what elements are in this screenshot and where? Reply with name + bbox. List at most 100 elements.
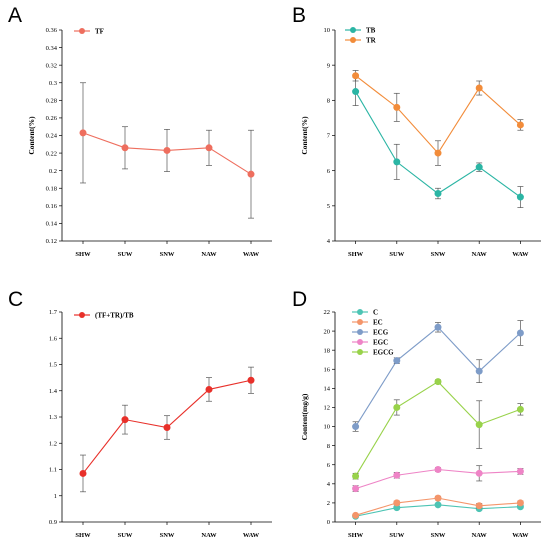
data-point: [434, 378, 442, 386]
y-tick-label: 9: [327, 62, 330, 69]
y-tick-label: 6: [327, 462, 331, 469]
y-tick-label: 0.12: [46, 238, 57, 245]
x-tick-label: SNW: [160, 251, 175, 258]
y-tick-label: 16: [324, 366, 331, 373]
data-point: [247, 376, 255, 384]
legend-marker: [79, 28, 85, 34]
x-tick-label: WAW: [512, 532, 529, 537]
y-tick-label: 0.22: [46, 150, 57, 157]
panel-c: C 0.9 1 1.1 1.2 1.3 1.4 1.5 1.6 1.7 SHW SUW SNW NAW WA…: [8, 288, 272, 537]
data-point: [434, 149, 442, 157]
y-tick-label: 7: [327, 133, 331, 140]
data-point: [516, 193, 524, 201]
series-ecg: [352, 320, 524, 432]
y-tick-label: 20: [324, 328, 331, 335]
y-tick-label: 1.6: [49, 335, 58, 342]
y-tick-label: 1.3: [49, 414, 57, 421]
data-point: [475, 502, 483, 510]
legend-label: TB: [366, 27, 376, 35]
y-tick-label: 0.16: [46, 203, 58, 210]
panel-label: C: [8, 288, 23, 311]
panel-a: A 0.12 0.14 0.16 0.18 0.2 0.22 0.24 0.26 0.28 0.3 0…: [8, 4, 272, 258]
legend-marker: [350, 37, 356, 43]
data-point: [516, 405, 524, 413]
legend-marker: [357, 339, 363, 345]
data-point: [352, 88, 360, 96]
y-tick-label: 2: [327, 500, 330, 507]
legend-marker: [79, 312, 85, 318]
y-tick-label: 14: [324, 386, 331, 393]
series-tr: [352, 70, 524, 166]
data-point: [352, 511, 360, 519]
data-point: [79, 129, 87, 137]
data-point: [475, 421, 483, 429]
panel-label: A: [8, 4, 22, 27]
data-point: [205, 144, 213, 152]
legend-marker: [350, 27, 356, 33]
y-tick-label: 18: [324, 347, 331, 354]
data-point: [121, 144, 129, 152]
series-egc: [352, 465, 524, 493]
data-point: [352, 472, 360, 480]
data-point: [516, 121, 524, 129]
data-point: [475, 163, 483, 171]
y-tick-label: 0.14: [46, 221, 58, 228]
y-tick-label: 8: [327, 443, 330, 450]
legend-marker: [357, 309, 363, 315]
y-tick-label: 0.28: [46, 98, 57, 105]
data-point: [434, 323, 442, 331]
x-tick-label: SUW: [389, 532, 404, 537]
legend-label: EGC: [373, 339, 388, 347]
legend-marker: [357, 329, 363, 335]
y-axis-label: Content(%): [27, 116, 36, 155]
x-tick-label: NAW: [201, 251, 217, 258]
x-tick-label: SHW: [348, 532, 364, 537]
y-tick-label: 0.24: [46, 133, 58, 140]
panel-label: B: [292, 4, 306, 27]
data-point: [434, 501, 442, 509]
data-point: [475, 469, 483, 477]
y-tick-label: 5: [327, 203, 330, 210]
series-tf: [79, 82, 255, 219]
x-tick-label: SNW: [431, 251, 446, 258]
data-point: [475, 367, 483, 375]
data-point: [393, 471, 401, 479]
data-point: [247, 170, 255, 178]
y-tick-label: 1.2: [49, 440, 57, 447]
y-tick-label: 1.5: [49, 362, 57, 369]
y-tick-label: 4: [327, 238, 331, 245]
legend-label: (TF+TR)/TB: [95, 312, 134, 320]
y-tick-label: 0: [327, 519, 330, 526]
y-tick-label: 10: [324, 27, 331, 34]
data-point: [393, 103, 401, 111]
x-tick-label: SNW: [431, 532, 446, 537]
x-tick-label: WAW: [512, 251, 529, 258]
legend-label: TR: [366, 37, 377, 45]
x-tick-label: SUW: [118, 251, 133, 258]
legend-label: C: [373, 309, 378, 317]
panel-label: D: [292, 288, 307, 311]
y-tick-label: 1.1: [49, 467, 57, 474]
y-tick-label: 0.36: [46, 27, 58, 34]
legend-label: ECG: [373, 329, 389, 337]
data-point: [205, 385, 213, 393]
series-line: [355, 380, 521, 477]
panel-b: B 4 5 6 7 8 9 10 SHW SUW SNW NAW WAW Content(%) TB TR: [292, 4, 541, 258]
x-tick-label: NAW: [201, 532, 217, 537]
y-tick-label: 10: [324, 424, 331, 431]
data-point: [352, 423, 360, 431]
y-tick-label: 0.34: [46, 45, 58, 52]
x-tick-label: WAW: [243, 532, 260, 537]
y-axis-label: Content(mg/g): [300, 393, 309, 440]
data-point: [475, 84, 483, 92]
x-tick-label: SHW: [348, 251, 364, 258]
y-tick-label: 4: [327, 481, 331, 488]
y-tick-label: 0.2: [49, 168, 57, 175]
x-tick-label: SHW: [75, 532, 91, 537]
data-point: [393, 499, 401, 507]
legend-label: EC: [373, 319, 383, 327]
data-point: [393, 158, 401, 166]
x-tick-label: SHW: [75, 251, 91, 258]
y-tick-label: 6: [327, 168, 331, 175]
